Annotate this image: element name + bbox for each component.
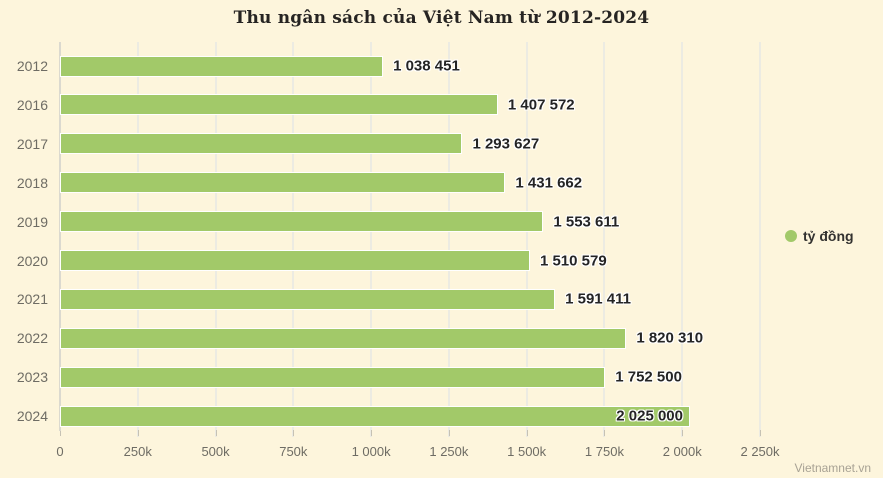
bar-value-label: 1 293 627 xyxy=(472,135,540,153)
bar-2021[interactable] xyxy=(60,288,556,310)
x-axis-tick xyxy=(215,430,217,436)
gridline xyxy=(292,42,295,437)
x-axis-label: 2 250k xyxy=(740,444,780,459)
gridline xyxy=(681,42,684,437)
y-axis-label: 2018 xyxy=(16,174,48,191)
y-axis-label: 2023 xyxy=(16,369,48,386)
bar-2012[interactable] xyxy=(60,55,384,77)
bar-2024[interactable] xyxy=(60,405,690,427)
gridline xyxy=(370,42,373,437)
x-axis-label: 2 000k xyxy=(662,444,702,459)
y-axis-label: 2022 xyxy=(16,330,48,347)
x-axis-label: 1 000k xyxy=(351,444,391,459)
x-axis-label: 750k xyxy=(279,444,308,459)
y-axis-label: 2016 xyxy=(16,96,48,113)
watermark: Vietnamnet.vn xyxy=(794,461,872,475)
x-axis-tick xyxy=(371,430,373,436)
bar-2022[interactable] xyxy=(60,327,627,349)
bar-2017[interactable] xyxy=(60,133,463,155)
x-axis-label: 1 750k xyxy=(584,444,624,459)
y-axis-label: 2017 xyxy=(16,135,48,152)
bar-value-label: 1 591 411 xyxy=(565,290,631,308)
x-axis-tick xyxy=(760,430,761,436)
bar-value-label: 1 752 500 xyxy=(615,368,682,386)
y-axis-label: 2020 xyxy=(16,252,48,269)
chart-title: Thu ngân sách của Việt Nam từ 2012-2024 xyxy=(233,8,650,28)
bar-value-label: 1 038 451 xyxy=(393,57,460,75)
x-axis-label: 1 250k xyxy=(429,444,469,459)
x-axis-label: 0 xyxy=(56,444,64,459)
bar-value-label: 1 820 310 xyxy=(636,329,704,347)
bar-2020[interactable] xyxy=(60,250,530,271)
x-axis-label: 1 500k xyxy=(507,444,547,459)
y-axis-label: 2024 xyxy=(16,408,48,425)
x-axis-tick xyxy=(293,430,295,436)
bar-value-label: 2 025 000 xyxy=(616,407,683,425)
bar-value-label: 1 510 579 xyxy=(539,252,607,269)
y-axis-label: 2012 xyxy=(16,58,48,74)
x-axis-tick xyxy=(682,430,684,436)
gridline xyxy=(214,42,217,437)
legend-label: tỷ đồng xyxy=(803,228,854,244)
y-axis-label: 2019 xyxy=(16,213,48,230)
y-axis-line xyxy=(59,42,61,431)
legend-marker-icon xyxy=(785,230,797,242)
gridline xyxy=(603,42,606,437)
x-axis-tick xyxy=(448,430,450,436)
x-axis-tick xyxy=(137,430,139,436)
y-axis-label: 2021 xyxy=(16,291,48,308)
bar-2023[interactable] xyxy=(60,366,606,388)
x-axis-tick xyxy=(60,430,61,436)
x-axis-tick xyxy=(604,430,606,436)
gridline xyxy=(525,42,528,437)
legend-item[interactable]: tỷ đồng xyxy=(785,228,854,244)
bar-2019[interactable] xyxy=(60,211,544,233)
gridline xyxy=(136,42,139,437)
bar-2018[interactable] xyxy=(60,172,506,194)
bar-value-label: 1 407 572 xyxy=(507,96,575,114)
gridline xyxy=(759,42,761,437)
bar-value-label: 1 431 662 xyxy=(515,174,583,192)
bar-2016[interactable] xyxy=(60,94,498,116)
bar-value-label: 1 553 611 xyxy=(553,213,620,231)
x-axis-tick xyxy=(526,430,528,436)
gridline xyxy=(447,42,450,437)
x-axis-label: 250k xyxy=(123,444,152,459)
x-axis-label: 500k xyxy=(201,444,230,459)
